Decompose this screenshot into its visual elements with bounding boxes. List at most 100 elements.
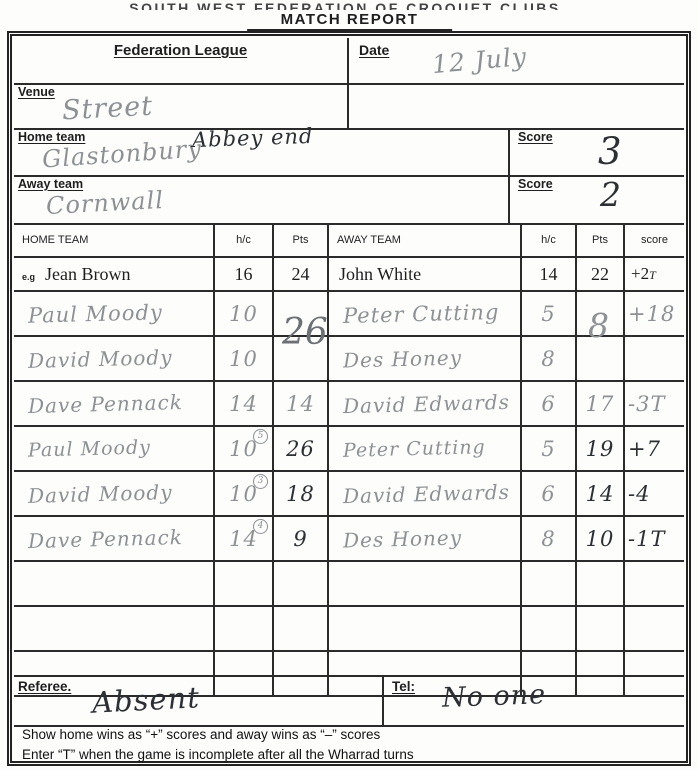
table-row: Paul Moody 10 5 26 Peter Cutting 5 19 +7 [14, 427, 684, 472]
home-team-note: Abbey end [191, 123, 314, 153]
away-score-value: 2 [600, 175, 622, 214]
divider [508, 175, 510, 223]
example-score-t: T [649, 267, 656, 282]
away-pts-value: 10 [585, 526, 615, 551]
table-row [14, 652, 684, 697]
away-player-name: Peter Cutting [342, 299, 500, 328]
home-hc-value: 10 [229, 481, 258, 506]
away-pts-span-games-1-2: 8 [588, 306, 609, 345]
example-home-pts: 24 [274, 258, 329, 290]
section-venue: Venue Street [14, 83, 684, 130]
home-player-name: David Moody [27, 344, 173, 373]
example-home-name: Jean Brown [45, 263, 131, 284]
referee-label: Referee. [18, 679, 72, 694]
away-score-label: Score [518, 177, 553, 191]
table-row: Dave Pennack 14 4 9 Des Honey 8 10 -1T [14, 517, 684, 562]
table-row: Dave Pennack 14 14 David Edwards 6 17 -3… [14, 382, 684, 427]
games-table: HOME TEAM h/c Pts AWAY TEAM h/c Pts scor… [14, 223, 684, 697]
table-row: Paul Moody 10 Peter Cutting 5 +18 [14, 292, 684, 337]
home-pts-value: 18 [286, 481, 315, 506]
away-pts-value: 17 [585, 391, 615, 416]
match-rows: 26 8 Paul Moody 10 Peter Cutting 5 +18 D… [14, 292, 684, 697]
tel-value: No one [441, 679, 547, 714]
referee-value: Absent [91, 680, 201, 720]
game-score-value: +7 [628, 436, 661, 461]
col-away-team: AWAY TEAM [329, 223, 522, 256]
table-row: David Moody 10 Des Honey 8 [14, 337, 684, 382]
home-team-label: Home team [18, 130, 86, 144]
home-hc-value: 14 [229, 391, 258, 416]
home-player-name: Paul Moody [27, 435, 152, 462]
table-row [14, 562, 684, 607]
away-hc-value: 6 [541, 391, 556, 416]
home-pts-value: 9 [293, 526, 308, 551]
away-hc-value: 5 [541, 301, 556, 326]
divider [382, 677, 384, 725]
table-row: David Moody 10 3 18 David Edwards 6 14 -4 [14, 472, 684, 517]
divider [508, 128, 510, 175]
hc-change-note: 5 [253, 429, 268, 444]
away-player-name: David Edwards [342, 479, 511, 508]
home-hc-value: 10 [229, 436, 258, 461]
note-line-1: Show home wins as “+” scores and away wi… [22, 727, 381, 742]
form-border: Federation League Date 12 July Venue Str… [7, 31, 691, 766]
away-team-value: Cornwall [45, 185, 165, 221]
home-player-name: Dave Pennack [27, 524, 184, 553]
table-row [14, 607, 684, 652]
section-away-team: Away team Cornwall Score 2 [14, 175, 684, 225]
example-score: +2 [631, 264, 650, 283]
note-line-2: Enter “T” when the game is incomplete af… [22, 747, 414, 762]
date-label: Date [359, 42, 390, 58]
home-pts-value: 14 [286, 391, 315, 416]
home-player-name: Dave Pennack [27, 389, 184, 418]
example-away-pts: 22 [577, 258, 625, 290]
game-score-value: -3T [628, 391, 666, 416]
away-team-label: Away team [18, 177, 84, 191]
example-row: e.g Jean Brown 16 24 John White 14 22 +2… [14, 258, 684, 292]
example-prefix: e.g [22, 272, 36, 282]
game-score-value: -4 [628, 481, 651, 506]
tel-label: Tel: [392, 679, 415, 694]
col-home-hc: h/c [215, 223, 274, 256]
divider [347, 38, 349, 83]
away-hc-value: 6 [541, 481, 556, 506]
home-score-label: Score [518, 130, 553, 144]
federation-title-clipped: SOUTH WEST FEDERATION OF CROQUET CLUBS [0, 0, 690, 10]
section-league-date: Federation League Date 12 July [14, 38, 684, 85]
home-score-value: 3 [598, 130, 623, 173]
col-away-hc: h/c [522, 223, 577, 256]
hc-change-note: 3 [253, 474, 268, 489]
table-header-row: HOME TEAM h/c Pts AWAY TEAM h/c Pts scor… [14, 223, 684, 258]
form-content: Federation League Date 12 July Venue Str… [14, 38, 684, 762]
col-home-team: HOME TEAM [14, 223, 215, 256]
example-away-name: John White [329, 258, 522, 290]
section-home-team: Home team Glastonbury Abbey end Score 3 [14, 124, 684, 177]
away-player-name: Des Honey [342, 344, 463, 373]
col-away-pts: Pts [577, 223, 625, 256]
home-hc-value: 10 [229, 301, 258, 326]
section-referee: Referee. Absent Tel: No one [14, 675, 684, 727]
home-pts-value: 26 [286, 436, 315, 461]
away-pts-value: 19 [585, 436, 615, 461]
hc-change-note: 4 [253, 519, 268, 534]
divider [347, 83, 349, 128]
away-player-name: Peter Cutting [342, 435, 486, 462]
away-pts-value: 14 [585, 481, 615, 506]
venue-label: Venue [18, 85, 55, 99]
home-player-name: David Moody [27, 479, 173, 508]
venue-value: Street [61, 90, 154, 127]
example-away-hc: 14 [522, 258, 577, 290]
game-score-value: +18 [628, 301, 676, 326]
away-hc-value: 5 [541, 436, 556, 461]
away-player-name: Des Honey [342, 524, 463, 553]
date-value: 12 July [430, 41, 529, 80]
game-score-value: -1T [628, 526, 666, 551]
report-title: MATCH REPORT [246, 11, 453, 31]
league-label: Federation League [113, 42, 248, 59]
col-home-pts: Pts [274, 223, 329, 256]
section-notes: Show home wins as “+” scores and away wi… [14, 723, 684, 770]
home-hc-value: 10 [229, 346, 258, 371]
away-player-name: David Edwards [342, 389, 511, 418]
home-hc-value: 14 [229, 526, 258, 551]
